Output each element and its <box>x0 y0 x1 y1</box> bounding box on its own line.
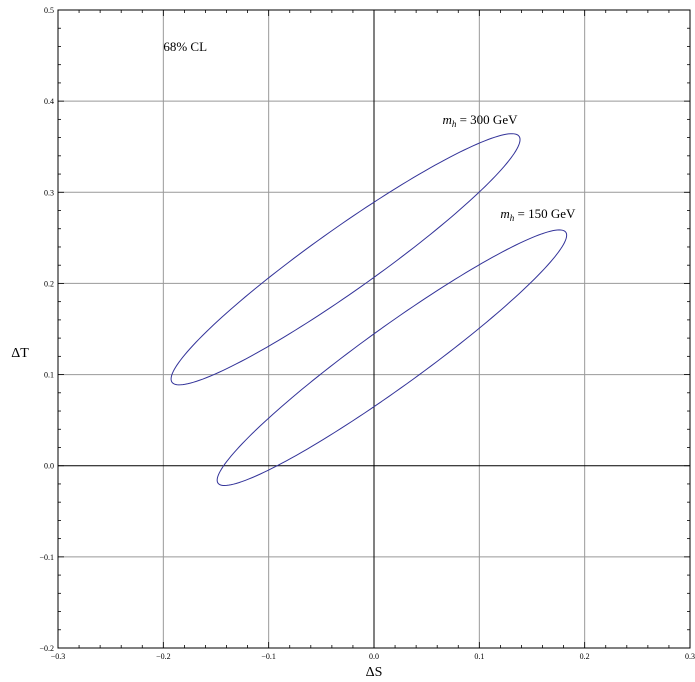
annotation-1: 68% CL <box>163 39 207 54</box>
annotation-subscript: h <box>510 213 515 223</box>
y-tick-label: −0.1 <box>39 553 54 562</box>
contour-ellipse-1 <box>170 133 521 386</box>
y-tick-labels: −0.2 −0.1 0.0 0.1 0.2 0.3 0.4 0.5 <box>39 6 54 653</box>
y-tick-label: 0.0 <box>44 462 54 471</box>
x-tick-label: 0.1 <box>474 652 484 661</box>
annotation-3: mh = 150 GeV <box>500 206 576 223</box>
x-tick-label: −0.3 <box>51 652 66 661</box>
x-tick-label: 0.2 <box>580 652 590 661</box>
contour-series <box>170 133 568 487</box>
annotation-text: = 150 GeV <box>514 206 576 221</box>
x-tick-label: 0.3 <box>685 652 695 661</box>
x-axis-label: ΔS <box>366 665 383 680</box>
y-tick-label: 0.1 <box>44 371 54 380</box>
contour-ellipse-2 <box>216 229 568 487</box>
y-tick-label: 0.3 <box>44 188 54 197</box>
tick-marks <box>57 9 691 649</box>
y-axis-label: ΔT <box>11 346 29 361</box>
annotation-2: mh = 300 GeV <box>442 112 518 129</box>
annotation-symbol: m <box>442 112 451 127</box>
y-tick-label: −0.2 <box>39 644 54 653</box>
y-tick-label: 0.4 <box>44 97 54 106</box>
x-tick-label: −0.1 <box>261 652 276 661</box>
annotation-symbol: m <box>500 206 509 221</box>
x-tick-label: −0.2 <box>156 652 171 661</box>
y-tick-label: 0.5 <box>44 6 54 15</box>
zero-axes <box>58 10 690 648</box>
annotation-subscript: h <box>452 119 457 129</box>
x-tick-label: 0.0 <box>369 652 379 661</box>
x-tick-labels: −0.3 −0.2 −0.1 0.0 0.1 0.2 0.3 <box>51 652 695 661</box>
y-tick-label: 0.2 <box>44 279 54 288</box>
annotation-text: = 300 GeV <box>456 112 518 127</box>
